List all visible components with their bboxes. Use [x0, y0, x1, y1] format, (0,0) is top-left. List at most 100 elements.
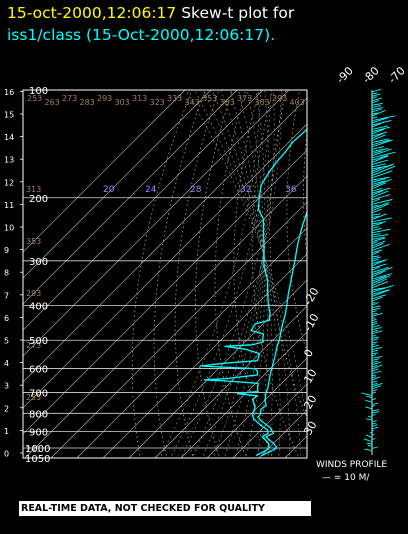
adiabat-label: 241 [26, 445, 41, 454]
wind-barb [371, 270, 386, 278]
wind-barb [364, 448, 373, 452]
wind-barb [371, 327, 382, 331]
wind-barb [371, 335, 376, 337]
moist-adiabat [192, 90, 283, 456]
isotherm-line [23, 90, 186, 253]
pressure-label: 400 [29, 302, 48, 313]
wind-barb [371, 163, 386, 168]
wind-barb [365, 406, 373, 410]
winds-profile-scale: — = 10 M/ [322, 473, 370, 483]
wind-barb [371, 180, 386, 185]
adiabat-label: 255 [26, 393, 41, 402]
right-temp-label-group: 0 [301, 347, 316, 360]
wind-barb [371, 287, 386, 291]
pressure-label: 1000 [25, 444, 50, 455]
moist-adiabat [235, 90, 264, 456]
moist-adiabat [224, 90, 266, 456]
wind-barb [371, 370, 382, 375]
pressure-label: 800 [29, 409, 48, 420]
dry-adiabat [233, 90, 273, 456]
pressure-label: 500 [29, 336, 48, 347]
wind-barb [371, 190, 389, 199]
wind-barb [371, 374, 376, 377]
moist-adiabat [211, 90, 281, 456]
dewpoint-trace [199, 128, 307, 457]
height-label: 2 [4, 404, 9, 413]
wind-barb [371, 154, 389, 161]
top-temp-label: -80 [360, 64, 382, 86]
wind-barb [371, 336, 379, 339]
wind-barb [371, 307, 381, 311]
wind-barb [371, 233, 389, 238]
dry-adiabat [194, 90, 233, 456]
top-temp-label-group: -70 [386, 64, 408, 86]
wind-barb [361, 392, 373, 397]
wind-barb [371, 221, 386, 225]
wind-barb [371, 322, 378, 326]
wind-barb [371, 266, 381, 271]
wind-barb [371, 138, 389, 144]
wind-barb [371, 126, 390, 133]
wind-barb [371, 116, 378, 119]
pressure-label: 200 [29, 194, 48, 205]
height-label: 14 [4, 133, 14, 142]
top-axis: -90-80-70-60-50-40-30 [334, 64, 408, 86]
pressure-label: 1050 [25, 454, 50, 465]
wind-barb [371, 411, 380, 414]
height-label: 11 [4, 201, 14, 210]
wind-barb [371, 364, 377, 368]
mixing-ratio-label: 24 [145, 185, 157, 195]
wind-barb [371, 280, 389, 289]
wind-barb [371, 341, 378, 344]
wind-barb [371, 376, 380, 381]
adiabat-label: 353 [202, 94, 217, 103]
wind-barb [371, 397, 377, 401]
wind-barb [371, 434, 375, 436]
left-axis: 1002003004005006007008009001000105016151… [4, 86, 50, 465]
wind-barb [371, 165, 386, 172]
wind-barb [366, 418, 373, 421]
wind-barb [371, 88, 382, 93]
mixing-ratio-label: 32 [240, 185, 251, 195]
right-temp-label: 10 [301, 367, 319, 386]
isotherm-line [50, 201, 307, 458]
wind-barb [371, 354, 377, 357]
dry-adiabat [286, 90, 307, 355]
pressure-label: 100 [29, 86, 48, 97]
pressure-label: 600 [29, 365, 48, 376]
isotherm-line [102, 253, 307, 458]
wind-barb [371, 317, 376, 320]
adiabat-label: 253 [27, 94, 42, 103]
wind-barb [371, 404, 375, 408]
pressure-label: 900 [29, 428, 48, 439]
right-temp-label-group: 30 [301, 419, 319, 438]
wind-barb [367, 415, 373, 419]
wind-barb [371, 139, 393, 148]
wind-barb [371, 301, 376, 304]
wind-barb [371, 284, 394, 293]
moist-adiabat [220, 90, 273, 456]
wind-barb [371, 108, 382, 113]
right-temp-label-group: 20 [301, 393, 319, 412]
dry-adiabat [380, 90, 408, 456]
wind-barb [371, 344, 379, 348]
isotherm-line [154, 305, 307, 458]
moist-adiabat [203, 90, 291, 456]
wind-barb [371, 383, 378, 386]
wind-barb [371, 146, 384, 150]
wind-barb [371, 222, 383, 227]
wind-barb [371, 429, 375, 432]
wind-barb [371, 121, 385, 128]
wind-barb [371, 102, 383, 106]
pressure-label: 700 [29, 389, 48, 400]
wind-barb [368, 445, 373, 447]
adiabat-label: 333 [167, 94, 182, 103]
wind-barb [371, 92, 378, 95]
wind-barb [371, 312, 383, 317]
isotherm-line [206, 357, 307, 458]
wind-barb [371, 204, 379, 207]
wind-barb [371, 131, 388, 137]
adiabat-label: 273 [26, 341, 41, 350]
height-label: 8 [4, 269, 9, 278]
